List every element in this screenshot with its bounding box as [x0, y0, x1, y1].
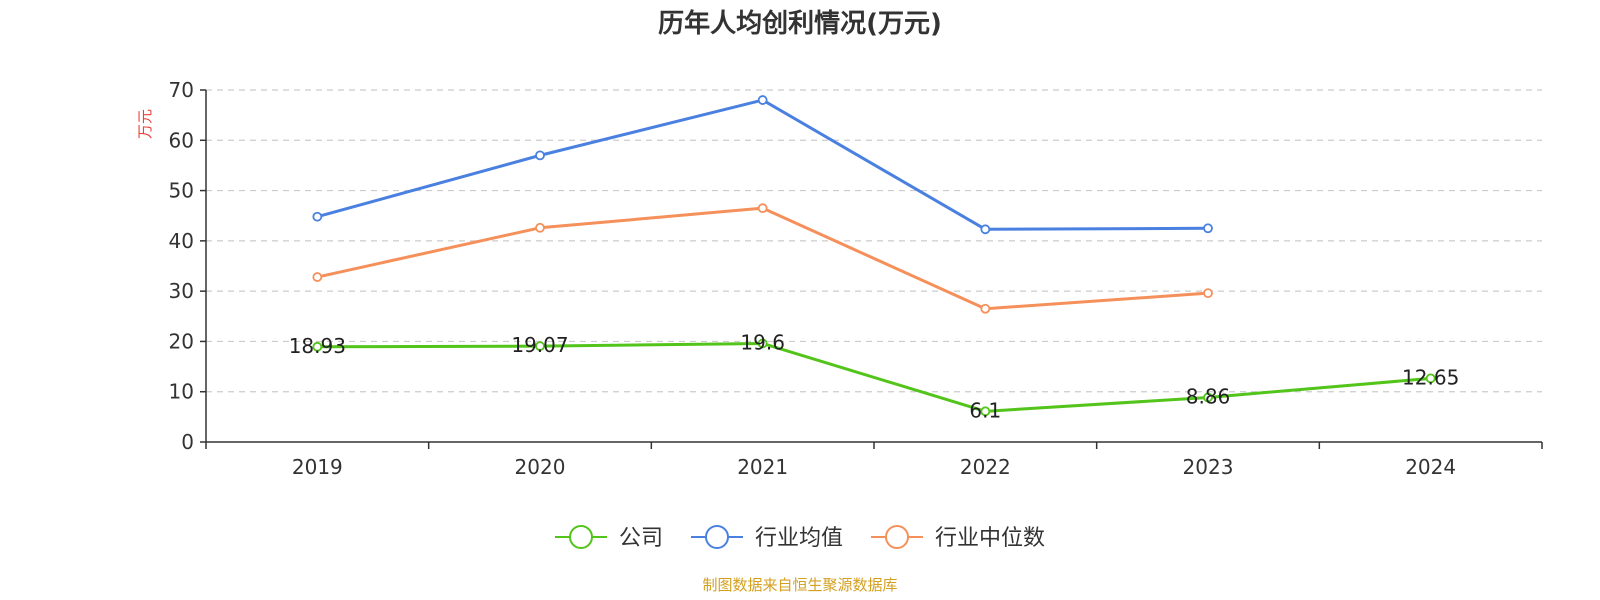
x-tick-label: 2021 [737, 455, 788, 479]
source-note: 制图数据来自恒生聚源数据库 [702, 576, 897, 594]
data-labels: 18.93 19.07 19.6 6.1 8.86 12.65 [289, 330, 1460, 422]
data-point[interactable] [535, 341, 545, 352]
legend[interactable]: 公司 行业均值 行业中位数 [555, 525, 1045, 551]
series-2 [312, 203, 1213, 314]
series-line [317, 206, 1209, 311]
y-tick-label: 50 [169, 179, 194, 203]
chart-title: 历年人均创利情况(万元) [658, 8, 942, 39]
y-tick-label: 30 [169, 279, 194, 303]
data-label: 8.86 [1186, 384, 1231, 408]
x-tick-label: 2022 [960, 455, 1011, 479]
data-label: 19.07 [511, 333, 568, 357]
data-point[interactable] [312, 341, 323, 352]
y-tick-label: 60 [169, 128, 194, 152]
data-point[interactable] [312, 211, 323, 222]
data-label: 18.93 [289, 334, 346, 358]
data-point[interactable] [1203, 288, 1213, 299]
legend-label: 行业均值 [755, 526, 843, 551]
y-tick-label: 0 [181, 430, 194, 454]
axes: 0 10 20 30 40 50 60 70 2019 2020 2021 2022 2023 2024 [169, 78, 1543, 479]
data-point[interactable] [980, 303, 991, 314]
x-tick-label: 2020 [515, 455, 566, 479]
data-point[interactable] [980, 224, 991, 235]
data-point[interactable] [1203, 392, 1213, 403]
data-point[interactable] [1425, 373, 1436, 384]
data-point[interactable] [1203, 223, 1213, 234]
series-1 [312, 95, 1213, 235]
y-tick-label: 70 [169, 78, 194, 102]
data-point[interactable] [757, 338, 768, 349]
y-axis-unit-label: 万元 [136, 109, 154, 139]
legend-label: 行业中位数 [935, 526, 1045, 551]
data-point[interactable] [312, 272, 323, 282]
data-label: 19.6 [740, 330, 785, 354]
data-point[interactable] [757, 203, 768, 214]
y-tick-label: 20 [169, 329, 194, 353]
x-tick-label: 2019 [292, 455, 343, 479]
legend-item[interactable]: 行业均值 [691, 525, 843, 551]
legend-marker [885, 525, 909, 549]
legend-item[interactable]: 公司 [555, 525, 663, 551]
y-tick-label: 10 [169, 380, 194, 404]
legend-item[interactable]: 行业中位数 [871, 525, 1045, 551]
series-lines [312, 95, 1436, 417]
data-point[interactable] [980, 406, 991, 417]
data-point[interactable] [535, 150, 545, 161]
data-label: 12.65 [1402, 365, 1459, 389]
x-tick-label: 2024 [1405, 455, 1456, 479]
data-point[interactable] [535, 222, 545, 233]
y-tick-label: 40 [169, 229, 194, 253]
legend-marker [569, 525, 593, 549]
series-0 [312, 338, 1436, 417]
grid-lines [206, 89, 1542, 393]
legend-label: 公司 [619, 526, 663, 551]
data-point[interactable] [757, 95, 768, 105]
data-label: 6.1 [969, 398, 1001, 422]
legend-marker [705, 525, 729, 549]
x-tick-label: 2023 [1183, 455, 1234, 479]
series-line [317, 341, 1431, 413]
